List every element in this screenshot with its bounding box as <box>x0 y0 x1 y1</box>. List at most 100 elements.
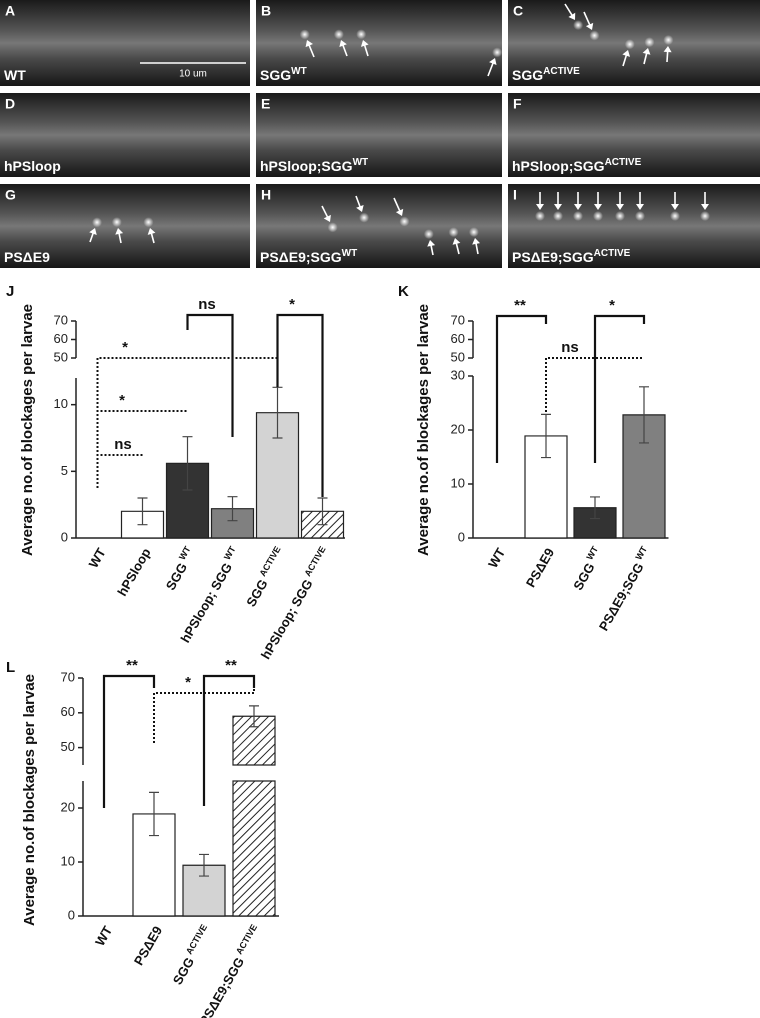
panel-label: SGGWT <box>260 66 307 83</box>
arrow-head <box>671 204 679 210</box>
panel-label: hPSloop;SGGWT <box>260 157 368 174</box>
bright-spot <box>92 217 103 228</box>
arrow-head <box>360 40 369 47</box>
bright-spot <box>593 211 603 221</box>
panel-letter: D <box>5 96 15 112</box>
panel-label: SGGACTIVE <box>512 66 580 83</box>
significance-label: ns <box>198 296 216 313</box>
bright-spot <box>589 30 600 41</box>
panel-label: PSΔE9;SGGACTIVE <box>512 248 631 265</box>
significance-bracket <box>153 688 255 743</box>
arrow-head <box>489 58 497 66</box>
significance-label: * <box>119 392 125 409</box>
panel-label-text: PSΔE9;SGG <box>512 249 594 265</box>
bright-spot <box>573 211 583 221</box>
bright-spot <box>333 29 344 40</box>
significance-bracket <box>593 314 646 463</box>
significance-bracket <box>495 314 548 463</box>
y-tick-label: 70 <box>54 312 68 327</box>
bright-spot <box>700 211 710 221</box>
y-tick-label: 60 <box>54 331 68 346</box>
micrograph <box>508 93 760 177</box>
y-tick-label: 0 <box>458 529 465 544</box>
x-tick-label: WT <box>485 546 508 571</box>
panel-label-text: hPSloop <box>4 158 61 174</box>
y-tick-label: 70 <box>61 669 75 684</box>
arrow-shaft <box>455 241 460 255</box>
error-bar <box>317 497 328 526</box>
significance-bracket <box>102 674 156 808</box>
error-bar <box>272 386 283 439</box>
micrograph <box>0 0 250 86</box>
panel-letter: H <box>261 187 271 203</box>
bar <box>182 864 226 917</box>
bright-spot <box>327 222 338 233</box>
y-tick-label: 20 <box>451 421 465 436</box>
arrow-head <box>305 40 313 48</box>
arrow-head <box>427 240 436 247</box>
x-tick-label-sup: ACTIVE <box>258 545 283 579</box>
arrow-shaft <box>341 43 348 57</box>
panel-label-sup: ACTIVE <box>605 157 642 168</box>
x-tick-label: PSΔE9;SGGWT <box>594 544 655 633</box>
bright-spot <box>644 37 655 48</box>
arrow-head <box>585 22 594 30</box>
arrow-head <box>395 208 404 216</box>
panel-label: hPSloop;SGGACTIVE <box>512 157 642 174</box>
arrow-shaft <box>487 61 495 77</box>
micrograph <box>508 184 760 268</box>
error-bar <box>149 791 159 837</box>
micrograph-panel: B SGGWT <box>256 0 503 86</box>
panel-label-text: SGG <box>512 67 543 83</box>
micrograph <box>256 184 502 268</box>
micrograph <box>0 93 250 177</box>
bar <box>232 715 276 917</box>
significance-label: ns <box>561 339 579 356</box>
bright-spot <box>448 227 459 238</box>
micrograph-panel: A WT <box>0 0 250 86</box>
bright-spot <box>356 29 367 40</box>
bar <box>210 508 255 539</box>
y-tick-label: 60 <box>61 704 75 719</box>
x-tick-label-text: PSΔE9;SGG <box>197 955 248 1018</box>
arrow-head <box>323 214 331 222</box>
y-tick-label: 10 <box>54 396 68 411</box>
arrow-head <box>701 204 709 210</box>
panel-label: WT <box>4 67 26 83</box>
micrograph <box>256 0 502 86</box>
y-tick-label: 0 <box>61 529 68 544</box>
significance-label: * <box>185 674 191 691</box>
panel-label: hPSloop <box>4 158 61 174</box>
panel-label-sup: WT <box>291 66 307 77</box>
arrow-head <box>554 204 562 210</box>
y-axis-label: Average no.of blockages per larvae <box>21 674 38 926</box>
bright-spot <box>399 216 410 227</box>
panel-label-sup: ACTIVE <box>594 248 631 259</box>
significance-label: * <box>122 339 128 356</box>
micrograph-panel: I PSΔE9;SGGACTIVE <box>508 184 760 268</box>
x-tick-label-text: PSΔE9;SGG <box>596 560 647 633</box>
panel-label-text: SGG <box>260 67 291 83</box>
bright-spot <box>423 229 434 240</box>
y-tick-label: 10 <box>61 853 75 868</box>
y-tick-label: 10 <box>451 475 465 490</box>
error-bar <box>137 497 148 526</box>
arrow-shaft <box>363 43 369 57</box>
panel-label-text: hPSloop;SGG <box>260 158 353 174</box>
x-tick-label: PSΔE9 <box>131 924 165 968</box>
panel-label-text: WT <box>4 67 26 83</box>
error-bar <box>249 705 259 728</box>
bright-spot <box>359 212 370 223</box>
y-tick-label: 50 <box>61 739 75 754</box>
panel-letter: I <box>513 187 517 203</box>
x-tick-label: WT <box>86 546 109 571</box>
arrow-head <box>636 204 644 210</box>
panel-label-sup: ACTIVE <box>543 66 580 77</box>
panel-letter: E <box>261 96 270 112</box>
panel-letter: J <box>6 283 14 300</box>
bar <box>573 507 617 539</box>
panel-letter: L <box>6 659 15 676</box>
x-tick-label-sup: WT <box>634 544 650 562</box>
y-tick-label: 60 <box>451 331 465 346</box>
